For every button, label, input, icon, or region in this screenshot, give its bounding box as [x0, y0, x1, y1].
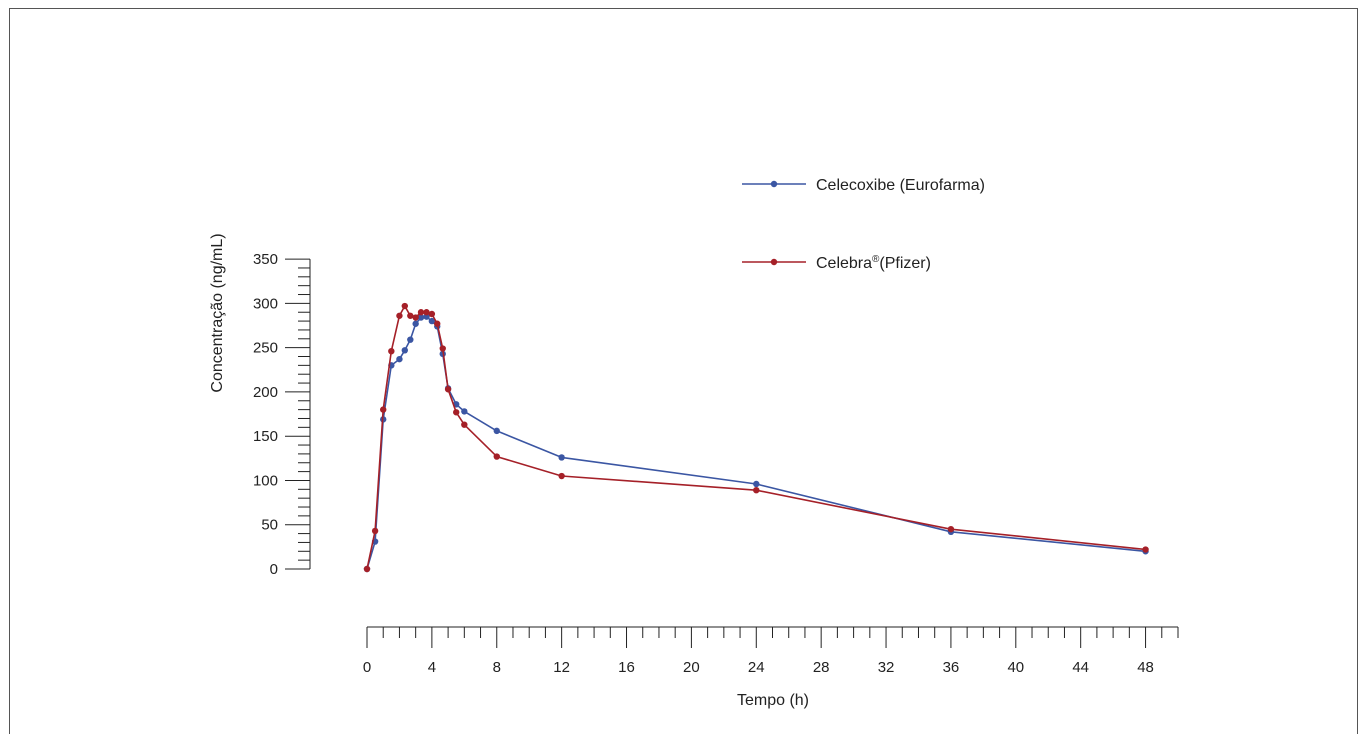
data-point-eurofarma — [461, 408, 468, 415]
legend: Celecoxibe (Eurofarma) Celebra®(Pfizer) — [742, 177, 985, 272]
data-point-eurofarma — [407, 336, 414, 343]
legend-label-pfizer: Celebra®(Pfizer) — [816, 254, 931, 272]
legend-label-pfizer-registered: ® — [872, 254, 880, 265]
y-tick-label: 150 — [253, 428, 278, 445]
y-tick-label: 250 — [253, 340, 278, 357]
x-tick-label: 4 — [428, 659, 436, 676]
data-point-eurofarma — [401, 347, 408, 354]
x-tick-label: 0 — [363, 659, 371, 676]
data-point-pfizer — [401, 302, 408, 310]
series-pfizer — [363, 302, 1149, 573]
data-point-pfizer — [388, 347, 395, 355]
series-eurofarma — [363, 313, 1149, 573]
data-point-pfizer — [493, 453, 500, 460]
data-point-pfizer — [380, 406, 387, 413]
y-tick-label: 350 — [253, 251, 278, 268]
data-point-pfizer — [363, 565, 371, 573]
data-point-eurofarma — [428, 317, 436, 325]
x-tick-label: 8 — [493, 659, 501, 676]
data-point-pfizer — [428, 310, 436, 318]
data-point-eurofarma — [558, 454, 565, 461]
x-tick-label: 20 — [683, 659, 700, 676]
data-point-pfizer — [453, 409, 460, 416]
data-point-pfizer — [558, 472, 565, 480]
data-point-pfizer — [417, 309, 425, 316]
y-tick-label: 300 — [253, 295, 278, 312]
x-tick-label: 32 — [878, 659, 895, 676]
x-tick-label: 48 — [1137, 659, 1154, 676]
data-point-eurofarma — [396, 355, 403, 363]
series-line-pfizer — [366, 305, 1146, 570]
data-point-eurofarma — [753, 480, 760, 488]
x-axis: 0 4 8 12 16 20 24 28 32 36 40 44 48 — [363, 626, 1179, 676]
x-tick-label: 24 — [748, 659, 765, 676]
legend-marker-eurofarma — [770, 180, 778, 188]
x-tick-label: 36 — [943, 659, 960, 676]
data-point-eurofarma — [412, 320, 419, 327]
legend-label-eurofarma: Celecoxibe (Eurofarma) — [816, 177, 985, 194]
data-point-pfizer — [1142, 546, 1149, 553]
x-tick-label: 44 — [1072, 659, 1089, 676]
data-point-pfizer — [947, 525, 955, 533]
y-axis-title: Concentração (ng/mL) — [209, 233, 226, 392]
x-tick-label: 28 — [813, 659, 830, 676]
data-point-pfizer — [423, 309, 430, 316]
data-point-pfizer — [434, 320, 441, 327]
y-tick-label: 0 — [270, 561, 278, 578]
data-point-pfizer — [396, 312, 403, 319]
y-tick-label: 100 — [253, 472, 278, 489]
x-tick-label: 12 — [553, 659, 570, 676]
legend-label-pfizer-company: (Pfizer) — [879, 255, 931, 272]
legend-marker-pfizer — [770, 258, 778, 266]
data-point-pfizer — [407, 312, 414, 319]
data-point-pfizer — [439, 345, 446, 352]
x-tick-label: 40 — [1007, 659, 1024, 676]
x-axis-title: Tempo (h) — [737, 692, 809, 709]
x-tick-label: 16 — [618, 659, 635, 676]
data-point-eurofarma — [423, 313, 430, 320]
y-axis: 0 50 100 150 200 250 300 350 — [253, 251, 311, 578]
y-tick-label: 200 — [253, 384, 278, 401]
legend-entry-eurofarma: Celecoxibe (Eurofarma) — [742, 177, 985, 194]
data-point-eurofarma — [493, 427, 500, 435]
series-layer — [363, 302, 1149, 573]
y-tick-label: 50 — [261, 517, 278, 534]
data-point-eurofarma — [417, 314, 425, 321]
data-point-pfizer — [444, 386, 452, 393]
data-point-pfizer — [461, 421, 468, 428]
legend-entry-pfizer: Celebra®(Pfizer) — [742, 254, 931, 272]
data-point-pfizer — [753, 486, 760, 494]
legend-label-pfizer-main: Celebra — [816, 255, 872, 272]
data-point-pfizer — [412, 314, 419, 321]
data-point-pfizer — [371, 527, 379, 535]
